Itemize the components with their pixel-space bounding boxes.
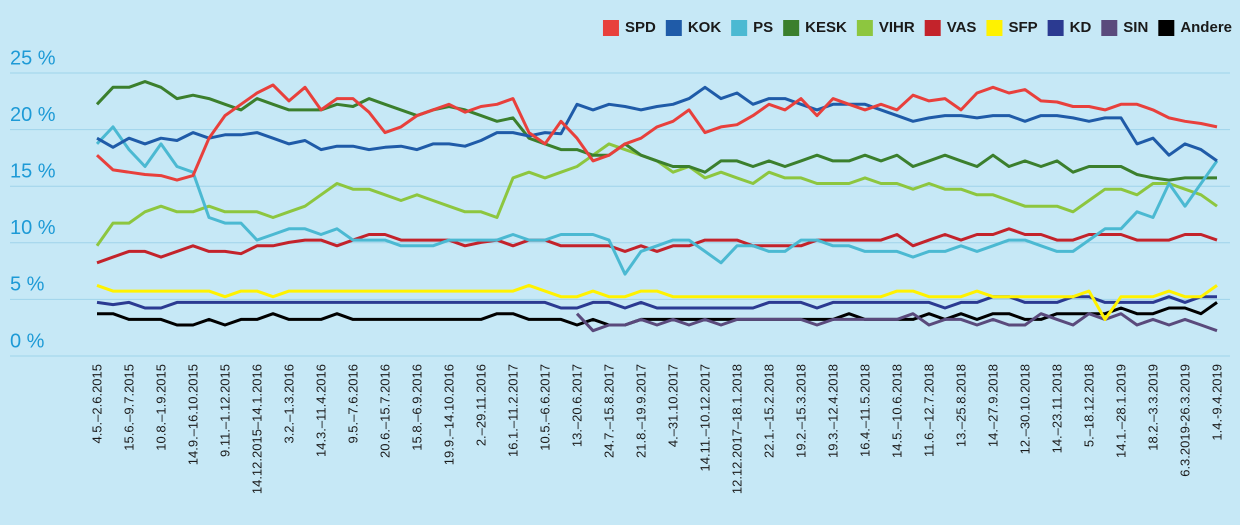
x-tick-label: 12.–30.10.2018 [1017,364,1032,454]
series-line [96,85,1218,163]
series-line [96,295,1217,310]
series-line [95,125,1219,276]
series-line [95,80,1217,182]
x-tick-label: 6.3.2019-26.3.2019 [1177,364,1192,477]
y-tick-label: 25 % [10,47,56,69]
x-tick-label: 3.2.–1.3.2016 [281,364,296,444]
series-line [96,283,1218,321]
legend-label: PS [753,19,773,36]
legend-label: SPD [625,19,656,36]
y-tick-label: 0 % [10,330,45,352]
legend-label: KOK [688,19,722,36]
x-tick-label: 14.11.–10.12.2017 [697,364,712,471]
x-tick-label: 13.–20.6.2017 [569,364,584,447]
x-tick-label: 19.3.–12.4.2018 [825,364,840,458]
series-line [97,301,1218,327]
x-tick-label: 16.4.–11.5.2018 [857,364,872,457]
x-tick-label: 11.6.–12.7.2018 [921,364,936,457]
legend-label: SIN [1123,19,1148,36]
y-tick-label: 15 % [10,160,56,182]
x-tick-label: 19.2.–15.3.2018 [793,364,808,458]
x-tick-label: 15.6.–9.7.2015 [121,364,136,451]
x-tick-label: 4.–31.10.2017 [665,364,680,447]
legend-swatch [1047,20,1064,36]
x-tick-label: 9.5.–7.6.2016 [345,364,360,444]
x-tick-label: 15.8.–6.9.2016 [409,364,424,451]
x-tick-label: 1.4.-9.4.2019 [1209,364,1224,441]
legend-label: SFP [1008,19,1037,36]
legend-label: VAS [947,19,977,36]
y-tick-label: 20 % [10,104,56,126]
x-tick-label: 14.–27.9.2018 [985,364,1000,447]
x-tick-label: 19.9.–14.10.2016 [441,364,456,465]
x-tick-label: 22.1.–15.2.2018 [761,364,776,458]
legend-swatch [986,20,1003,36]
x-tick-label: 9.11.–1.12.2015 [217,364,232,457]
legend-swatch [602,20,619,36]
x-tick-label: 14.1.–28.1.2019 [1113,364,1128,458]
series-line [95,83,1218,182]
legend-label: Andere [1180,19,1232,36]
x-tick-label: 21.8.–19.9.2017 [633,364,648,458]
legend-label: KD [1070,19,1092,36]
x-tick-label: 5.–18.12.2018 [1081,364,1096,447]
x-tick-label: 18.2.–3.3.2019 [1145,364,1160,451]
series-line [575,312,1218,333]
y-tick-label: 5 % [10,274,45,296]
x-tick-label: 10.5.–6.6.2017 [537,364,552,451]
legend-swatch [665,20,682,36]
legend-swatch [1101,20,1118,36]
x-tick-label: 24.7.–15.8.2017 [601,364,616,458]
series-line [96,227,1218,265]
x-tick-label: 14.5.–10.6.2018 [889,364,904,458]
x-tick-label: 16.1.–11.2.2017 [505,364,520,457]
x-tick-label: 14.9.–16.10.2015 [185,364,200,465]
legend-swatch [783,20,800,36]
legend-swatch [731,20,748,36]
x-tick-label: 2.–29.11.2016 [473,364,488,446]
x-tick-label: 14.3.–11.4.2016 [313,364,328,457]
legend-swatch [856,20,873,36]
x-tick-label: 14.12.2015–14.1.2016 [249,364,264,494]
x-tick-label: 4.5.–2.6.2015 [89,364,104,444]
series-line [95,142,1218,247]
x-tick-label: 10.8.–1.9.2015 [153,364,168,451]
legend-label: KESK [805,19,847,36]
x-tick-label: 20.6.–15.7.2016 [377,364,392,458]
x-tick-label: 12.12.2017–18.1.2018 [729,364,744,494]
x-tick-label: 14.–23.11.2018 [1049,364,1064,453]
legend-swatch [1158,20,1175,36]
legend-swatch [924,20,941,36]
legend-label: VIHR [879,19,915,36]
x-tick-label: 13.–25.8.2018 [953,364,968,447]
y-tick-label: 10 % [10,217,56,239]
